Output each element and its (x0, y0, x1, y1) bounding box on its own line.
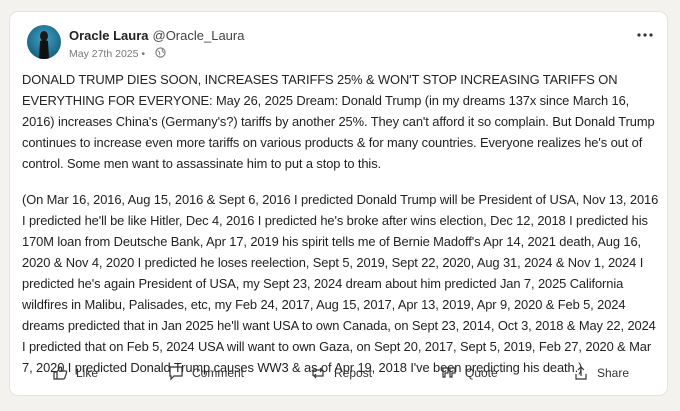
avatar[interactable] (27, 25, 61, 59)
author-handle[interactable]: @Oracle_Laura (152, 28, 245, 43)
like-button[interactable]: Like (52, 365, 98, 381)
post-card: Oracle Laura @Oracle_Laura May 27th 2025 … (10, 12, 667, 395)
avatar-figure (39, 31, 49, 59)
visibility-icon (155, 47, 166, 58)
post-paragraph: DONALD TRUMP DIES SOON, INCREASES TARIFF… (22, 72, 655, 171)
author-name[interactable]: Oracle Laura @Oracle_Laura (69, 28, 244, 43)
comment-button[interactable]: Comment (168, 365, 244, 381)
share-button[interactable]: Share (573, 365, 629, 381)
repost-icon (312, 367, 324, 379)
comment-icon (169, 366, 183, 381)
quote-button[interactable]: Quote (441, 365, 498, 381)
like-label[interactable]: Like (76, 366, 99, 380)
post-paragraph: (On Mar 16, 2016, Aug 15, 2016 & Sept 6,… (22, 192, 659, 375)
share-icon (575, 366, 587, 380)
repost-label[interactable]: Repost (334, 366, 373, 380)
quote-icon (442, 367, 456, 378)
comment-label[interactable]: Comment (192, 366, 245, 380)
more-menu[interactable] (637, 32, 653, 38)
author-name-text[interactable]: Oracle Laura (69, 28, 149, 43)
share-label[interactable]: Share (597, 366, 630, 380)
repost-button[interactable]: Repost (310, 365, 372, 381)
quote-label[interactable]: Quote (465, 366, 498, 380)
post-body: DONALD TRUMP DIES SOON, INCREASES TARIFF… (22, 69, 660, 393)
like-icon (53, 366, 68, 380)
post-date: May 27th 2025 • (69, 48, 146, 60)
